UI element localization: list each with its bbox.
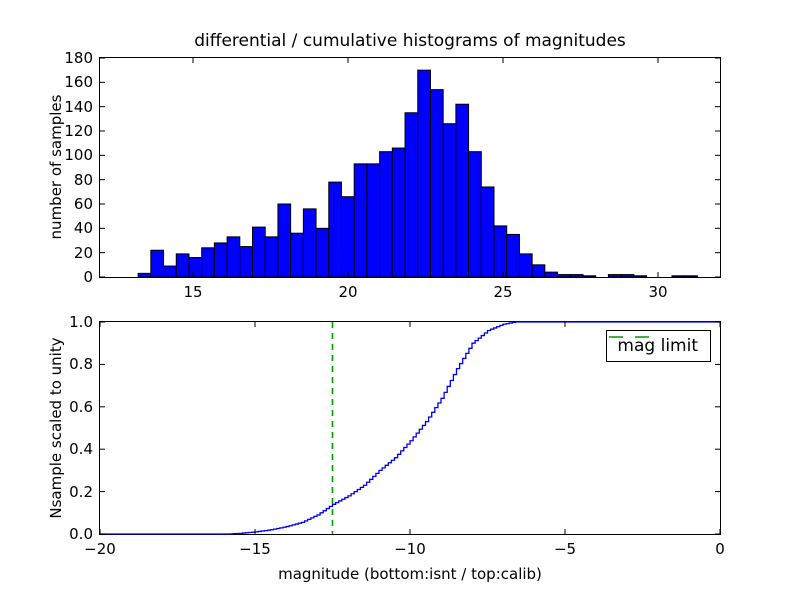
y-tick-label: 180 bbox=[45, 49, 93, 67]
y-tick-label: 0.2 bbox=[45, 483, 93, 501]
histogram-bar bbox=[519, 254, 532, 277]
x-tick-label: −10 bbox=[385, 540, 435, 558]
y-tick-label: 1.0 bbox=[45, 313, 93, 331]
histogram-bar bbox=[227, 237, 240, 277]
histogram-bar bbox=[354, 164, 367, 277]
legend: mag limit bbox=[606, 330, 711, 362]
histogram-bar bbox=[583, 276, 596, 277]
y-tick-label: 0.0 bbox=[45, 525, 93, 543]
y-tick-label: 0.6 bbox=[45, 398, 93, 416]
y-tick-label: 60 bbox=[45, 195, 93, 213]
histogram-bar bbox=[341, 197, 354, 277]
y-tick-label: 40 bbox=[45, 219, 93, 237]
y-tick-label: 160 bbox=[45, 73, 93, 91]
histogram-bar bbox=[151, 250, 164, 277]
y-tick-label: 20 bbox=[45, 244, 93, 262]
histogram-bar bbox=[545, 272, 558, 277]
histogram-bar bbox=[303, 209, 316, 277]
histogram-bar bbox=[672, 276, 685, 277]
histogram-bar bbox=[430, 90, 443, 277]
x-tick-label: 15 bbox=[168, 283, 218, 301]
histogram-bar bbox=[316, 228, 329, 277]
histogram-bar bbox=[265, 237, 278, 277]
histogram-bar bbox=[418, 70, 431, 277]
x-tick-label: 30 bbox=[633, 283, 683, 301]
bottom-axes: mag limit bbox=[99, 321, 721, 535]
top-y-axis-label: number of samples bbox=[47, 95, 65, 240]
histogram-bar bbox=[469, 152, 482, 277]
histogram-bar bbox=[507, 234, 520, 277]
y-tick-label: 0 bbox=[45, 268, 93, 286]
histogram-bar bbox=[253, 227, 266, 277]
histogram-bar bbox=[481, 187, 494, 277]
histogram-bar bbox=[456, 104, 469, 277]
histogram-bar bbox=[405, 113, 418, 277]
x-tick-label: 20 bbox=[323, 283, 373, 301]
histogram-bar bbox=[443, 124, 456, 277]
histogram-bar bbox=[138, 273, 151, 277]
dashed-line-legend-sample bbox=[607, 331, 659, 343]
x-tick-label: 0 bbox=[695, 540, 745, 558]
histogram-bar bbox=[329, 182, 342, 277]
x-tick-label: −15 bbox=[230, 540, 280, 558]
histogram-bar bbox=[380, 152, 393, 277]
differential-histogram-plot bbox=[100, 58, 720, 277]
x-tick-label: 25 bbox=[478, 283, 528, 301]
y-tick-label: 80 bbox=[45, 171, 93, 189]
histogram-bar bbox=[367, 164, 380, 277]
top-axes bbox=[99, 57, 721, 278]
y-tick-label: 140 bbox=[45, 98, 93, 116]
histogram-bar bbox=[164, 266, 177, 277]
histogram-bar bbox=[494, 226, 507, 277]
histogram-bar bbox=[608, 275, 621, 277]
y-tick-label: 0.8 bbox=[45, 355, 93, 373]
histogram-bar bbox=[392, 148, 405, 277]
histogram-bars bbox=[138, 70, 697, 277]
histogram-bar bbox=[621, 275, 634, 277]
x-tick-label: −5 bbox=[540, 540, 590, 558]
histogram-bar bbox=[278, 204, 291, 277]
y-tick-label: 0.4 bbox=[45, 440, 93, 458]
histogram-bar bbox=[202, 248, 215, 277]
histogram-bar bbox=[634, 276, 647, 277]
y-tick-label: 120 bbox=[45, 122, 93, 140]
figure: differential / cumulative histograms of … bbox=[0, 0, 800, 600]
chart-title: differential / cumulative histograms of … bbox=[100, 31, 720, 51]
y-tick-label: 100 bbox=[45, 146, 93, 164]
histogram-bar bbox=[570, 275, 583, 277]
histogram-bar bbox=[558, 275, 571, 277]
histogram-bar bbox=[685, 276, 698, 277]
histogram-bar bbox=[240, 247, 253, 277]
histogram-bar bbox=[176, 254, 189, 277]
x-axis-label: magnitude (bottom:isnt / top:calib) bbox=[100, 565, 720, 583]
histogram-bar bbox=[291, 233, 304, 277]
histogram-bar bbox=[214, 243, 227, 277]
histogram-bar bbox=[189, 258, 202, 277]
histogram-bar bbox=[532, 265, 545, 277]
